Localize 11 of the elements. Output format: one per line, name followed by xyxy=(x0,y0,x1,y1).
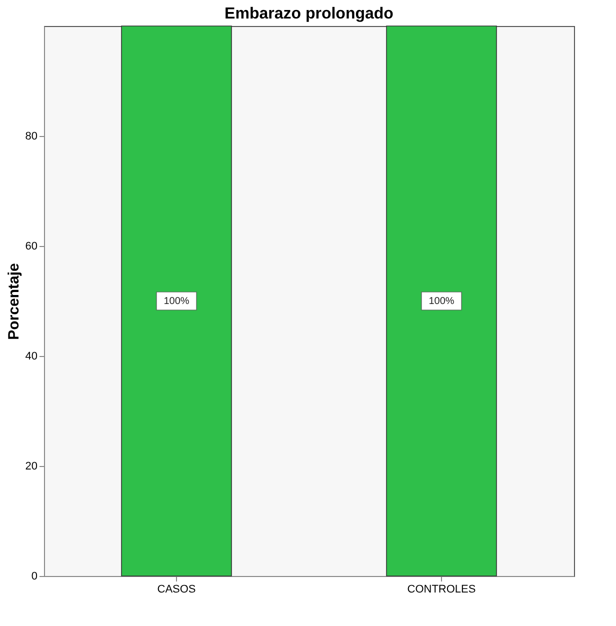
data-label: 100% xyxy=(428,296,454,307)
x-tick-label: CONTROLES xyxy=(407,584,476,596)
x-tick-label: CASOS xyxy=(157,584,196,596)
data-label: 100% xyxy=(164,296,190,307)
y-tick-label: 20 xyxy=(25,460,38,472)
chart-title: Embarazo prolongado xyxy=(224,6,394,23)
y-axis-title: Porcentaje xyxy=(5,263,22,340)
y-tick-label: 80 xyxy=(25,130,38,142)
y-tick-label: 60 xyxy=(25,240,38,252)
y-tick-label: 0 xyxy=(31,570,38,582)
y-tick-label: 40 xyxy=(25,350,38,362)
